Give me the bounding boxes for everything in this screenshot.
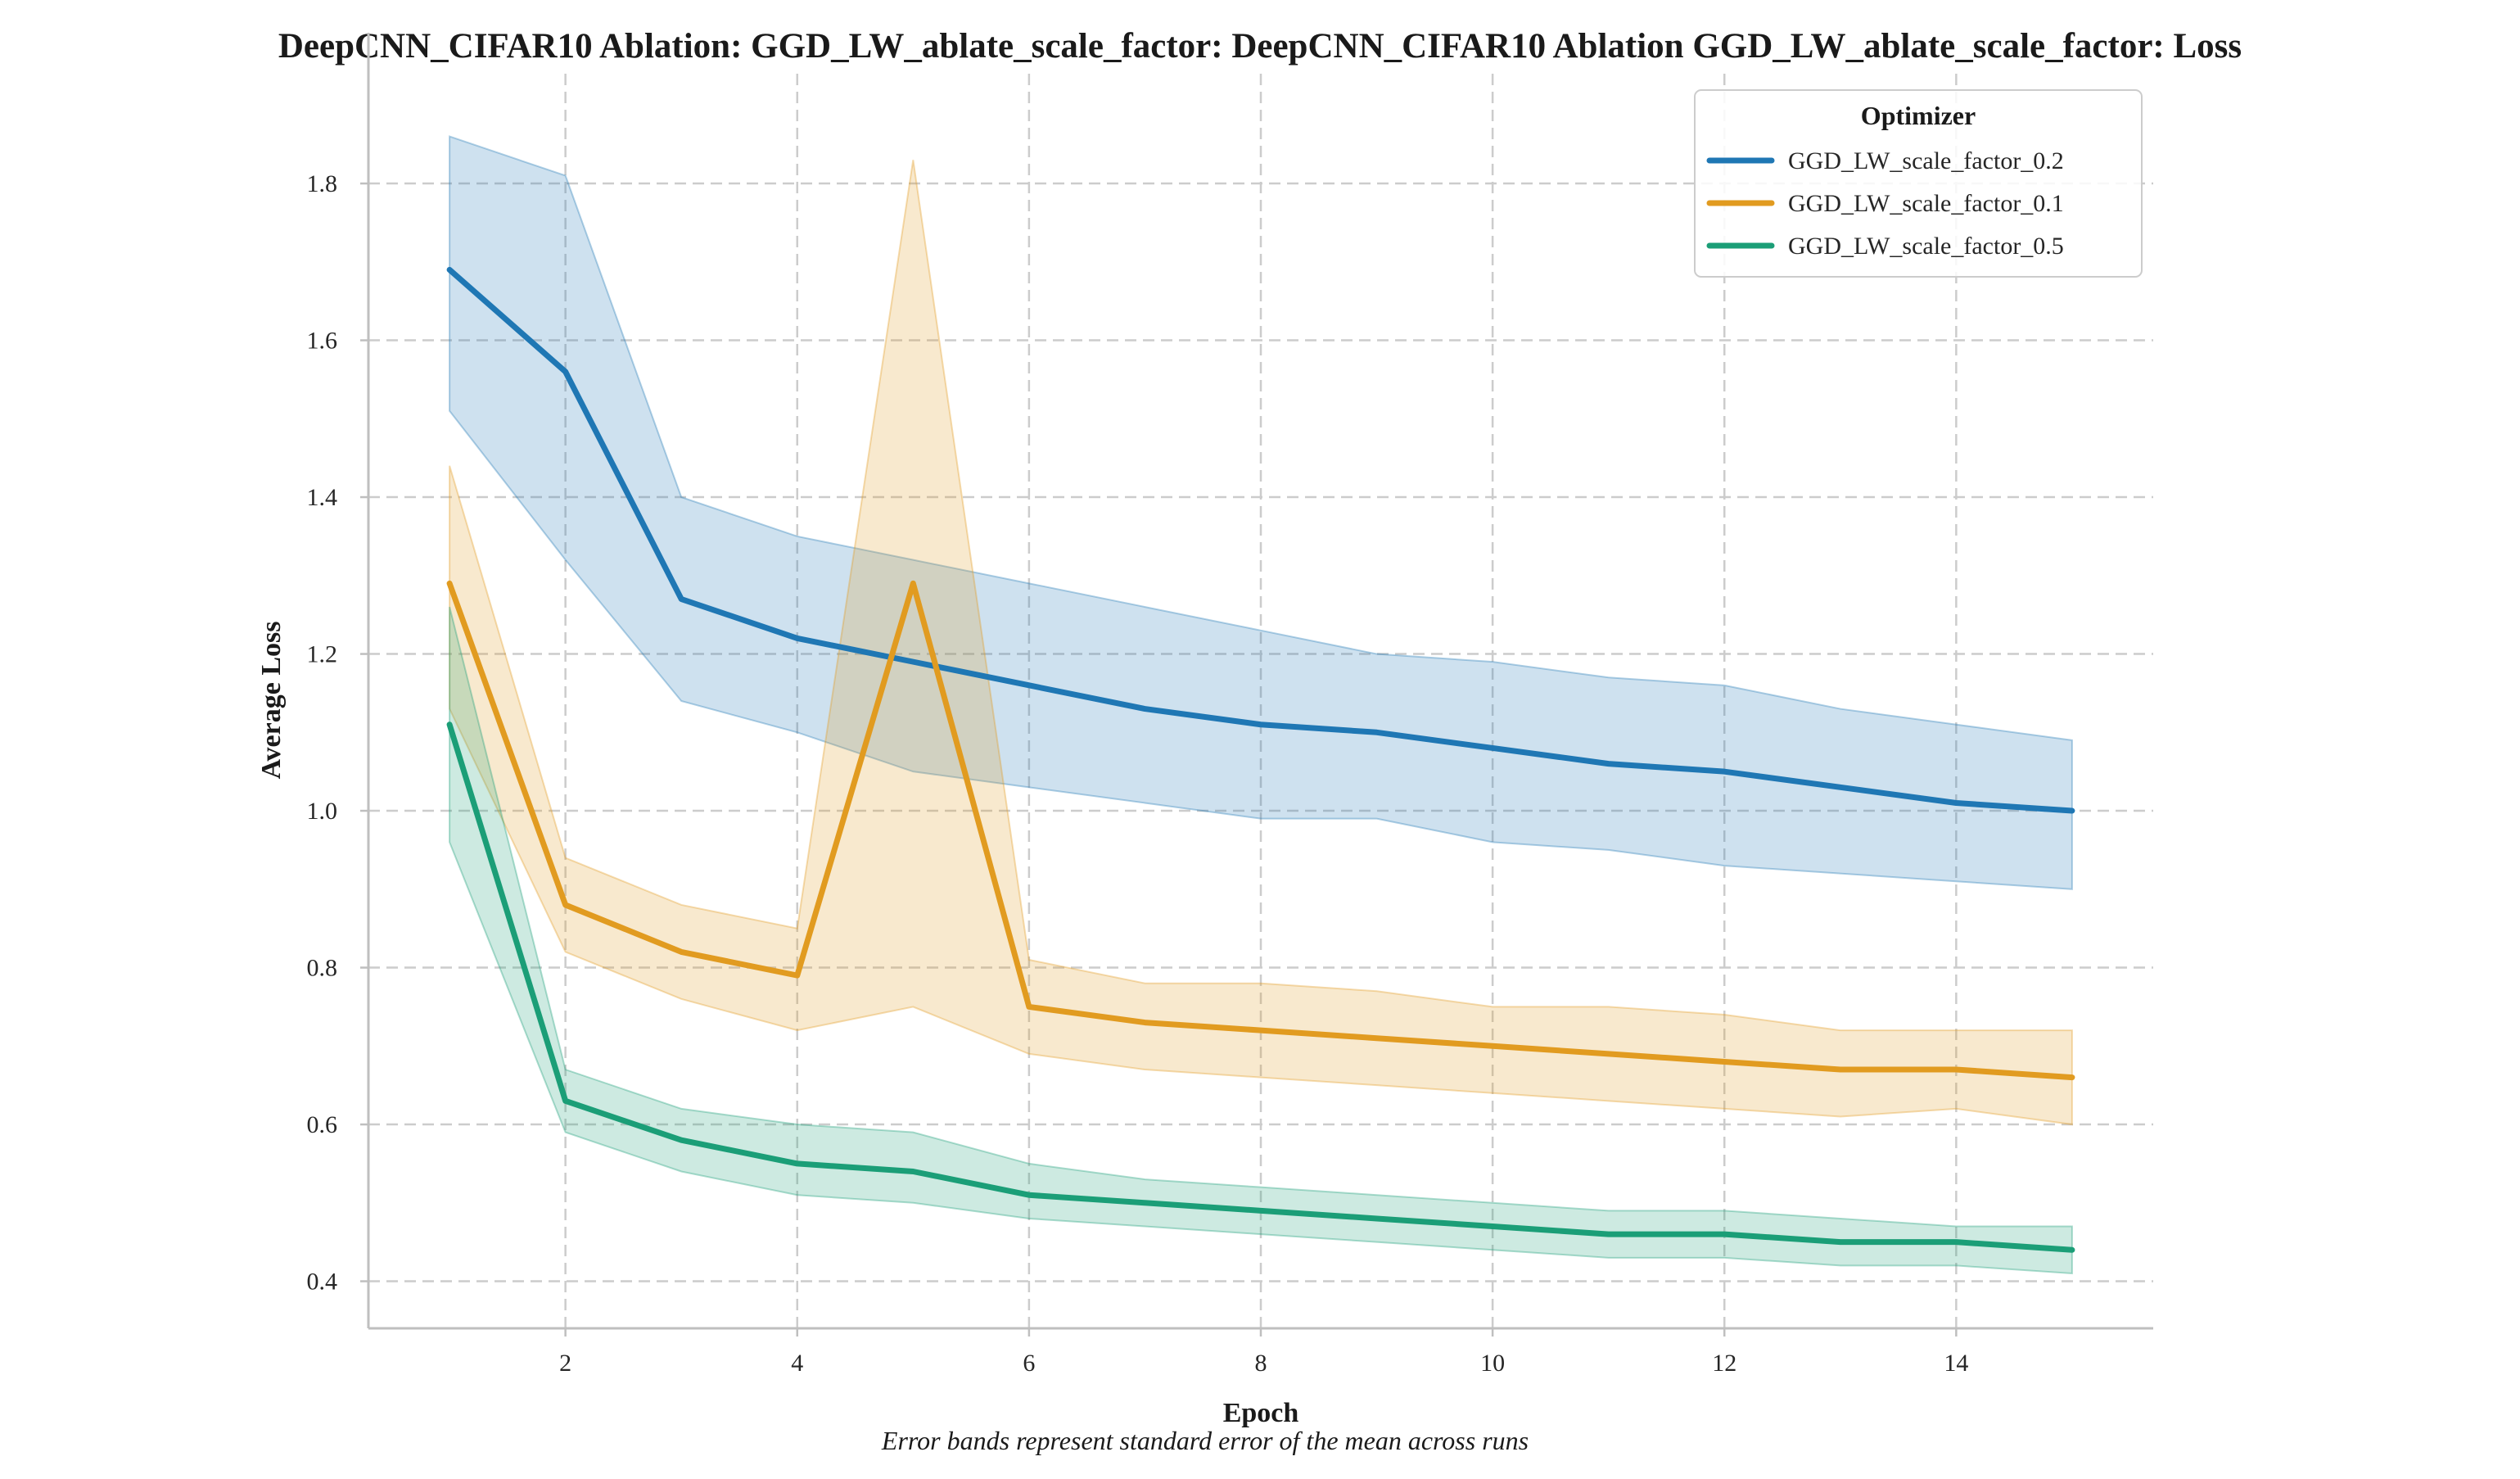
legend-label: GGD_LW_scale_factor_0.1: [1788, 190, 2064, 217]
y-tick-label: 0.8: [307, 955, 338, 982]
x-tick-label: 4: [791, 1350, 803, 1377]
y-axis-label: Average Loss: [256, 622, 287, 780]
x-tick-label: 14: [1944, 1350, 1968, 1377]
tick-labels: 2 4 6 8 10 12 14 0.4 0.6 0.8 1.0 1.2 1.4 1.6 1.8: [307, 170, 1969, 1377]
legend-label: GGD_LW_scale_factor_0.2: [1788, 147, 2064, 174]
x-tick-label: 2: [559, 1350, 571, 1377]
x-tick-label: 10: [1480, 1350, 1505, 1377]
y-tick-label: 0.4: [307, 1269, 338, 1296]
chart-title: DeepCNN_CIFAR10 Ablation: GGD_LW_ablate_…: [278, 27, 2242, 66]
y-tick-label: 1.2: [307, 641, 338, 668]
error-band: [449, 160, 2073, 1126]
x-tick-label: 8: [1255, 1350, 1267, 1377]
series-line: [446, 580, 2075, 1081]
x-tick-label: 6: [1023, 1350, 1035, 1377]
error-bands: [449, 135, 2073, 1275]
legend: Optimizer GGD_LW_scale_factor_0.2GGD_LW_…: [1694, 89, 2143, 278]
legend-items: GGD_LW_scale_factor_0.2 GGD_LW_scale_fact…: [1706, 147, 2064, 260]
legend-label: GGD_LW_scale_factor_0.5: [1788, 233, 2064, 260]
series-line: [446, 266, 2075, 814]
x-axis-label: Epoch: [1223, 1398, 1299, 1428]
y-tick-label: 1.6: [307, 328, 338, 355]
error-band: [449, 606, 2073, 1275]
series-line: [446, 721, 2075, 1253]
y-tick-label: 1.4: [307, 484, 338, 511]
error-band: [449, 135, 2073, 890]
axes: [360, 33, 2153, 1337]
series-lines: [446, 266, 2075, 1253]
y-tick-label: 1.0: [307, 798, 338, 825]
legend-title: Optimizer: [1861, 101, 1976, 130]
y-tick-label: 0.6: [307, 1111, 338, 1138]
y-tick-label: 1.8: [307, 170, 338, 197]
legend-frame: [1694, 89, 2143, 278]
x-tick-label: 12: [1712, 1350, 1736, 1377]
chart-caption: Error bands represent standard error of …: [881, 1426, 1529, 1455]
